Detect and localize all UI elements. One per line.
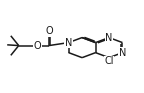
Text: N: N xyxy=(105,33,113,43)
Text: Cl: Cl xyxy=(104,56,114,66)
Text: N: N xyxy=(65,38,72,48)
Text: O: O xyxy=(34,41,41,51)
Text: N: N xyxy=(119,48,126,58)
Text: O: O xyxy=(45,26,53,36)
